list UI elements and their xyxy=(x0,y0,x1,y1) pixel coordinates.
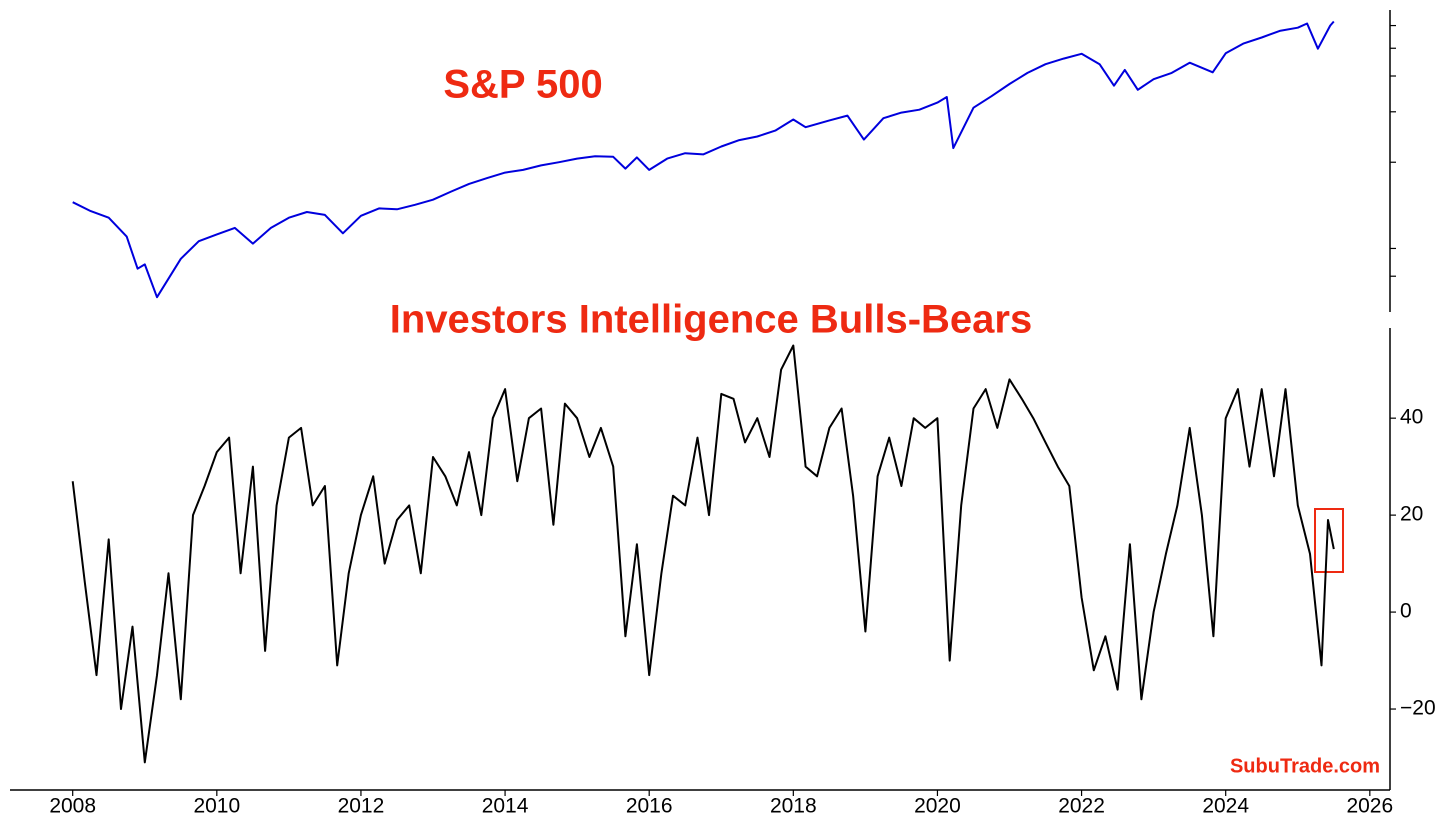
x-tick-label: 2012 xyxy=(338,795,385,818)
x-tick-label: 2016 xyxy=(626,795,673,818)
data-line xyxy=(72,20,1335,299)
data-line xyxy=(71,344,1335,764)
panel-title: S&P 500 xyxy=(443,63,602,107)
x-tick-label: 2020 xyxy=(914,795,961,818)
x-tick-label: 2018 xyxy=(770,795,817,818)
x-tick-label: 2024 xyxy=(1202,795,1249,818)
y-tick-label: 0 xyxy=(1400,600,1412,623)
x-tick-label: 2010 xyxy=(193,795,240,818)
x-tick-label: 2008 xyxy=(49,795,96,818)
watermark: SubuTrade.com xyxy=(1230,755,1380,777)
x-tick-label: 2026 xyxy=(1346,795,1393,818)
panel-title: Investors Intelligence Bulls-Bears xyxy=(390,298,1032,342)
y-tick-label: −20 xyxy=(1400,697,1436,720)
y-tick-label: 20 xyxy=(1400,503,1423,526)
x-tick-label: 2022 xyxy=(1058,795,1105,818)
highlight-box xyxy=(1314,508,1344,573)
x-tick-label: 2014 xyxy=(482,795,529,818)
y-tick-label: 40 xyxy=(1400,406,1423,429)
